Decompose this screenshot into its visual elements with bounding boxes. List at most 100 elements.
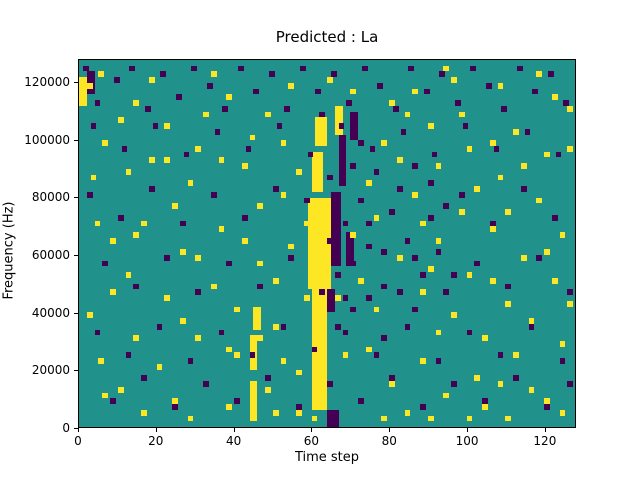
heatmap-cell	[133, 283, 140, 290]
heatmap-cell	[125, 272, 132, 278]
heatmap-cell	[365, 180, 372, 187]
heatmap-cell	[179, 318, 186, 324]
heatmap-cell	[172, 203, 178, 210]
heatmap-cell	[272, 409, 279, 416]
heatmap-cell	[435, 237, 442, 244]
heatmap-cell	[234, 306, 240, 313]
heatmap-cell	[133, 100, 140, 106]
heatmap-cell	[381, 283, 388, 290]
heatmap-cell	[365, 346, 372, 353]
heatmap-cell	[257, 283, 264, 290]
heatmap-cell	[435, 249, 442, 255]
heatmap-cell	[272, 186, 279, 192]
heatmap-cell	[423, 88, 430, 95]
heatmap-cell	[396, 289, 403, 296]
x-tick-mark	[467, 428, 469, 432]
heatmap-cell	[102, 140, 109, 147]
heatmap-cell	[187, 180, 194, 187]
y-tick-mark	[74, 428, 78, 429]
heatmap-cell	[265, 375, 271, 382]
heatmap-cell	[296, 404, 302, 410]
heatmap-cell	[195, 146, 202, 152]
heatmap-cell	[203, 111, 209, 118]
x-tick-mark	[233, 428, 235, 432]
heatmap-cell	[489, 220, 496, 227]
heatmap-cell	[466, 272, 473, 278]
heatmap-cell	[358, 398, 364, 405]
heatmap-cell	[420, 289, 426, 296]
x-tick-label: 40	[225, 434, 242, 448]
heatmap-cell	[327, 409, 339, 427]
heatmap-cell	[520, 254, 527, 261]
heatmap-cell	[210, 71, 217, 78]
heatmap-cell	[210, 191, 217, 198]
heatmap-cell	[164, 157, 171, 164]
heatmap-cell	[358, 197, 364, 204]
heatmap-cell	[334, 272, 341, 278]
heatmap-cell	[396, 186, 403, 192]
heatmap-cell	[327, 381, 333, 387]
heatmap-cell	[435, 358, 442, 364]
heatmap-cell	[451, 272, 457, 278]
heatmap-cell	[420, 272, 426, 278]
heatmap-cell	[299, 65, 306, 72]
heatmap-cell	[544, 151, 550, 158]
chart-title: Predicted : La	[275, 28, 379, 46]
heatmap-cell	[218, 226, 225, 233]
heatmap-cell	[412, 306, 419, 313]
heatmap-cell	[377, 82, 384, 89]
heatmap-cell	[365, 220, 372, 227]
heatmap-cell	[90, 123, 97, 129]
heatmap-cell	[86, 312, 93, 319]
heatmap-cell	[311, 415, 318, 422]
heatmap-cell	[327, 237, 333, 244]
heatmap-cell	[513, 352, 519, 359]
heatmap-cell	[141, 409, 147, 416]
heatmap-cell	[110, 398, 116, 405]
heatmap-cell	[536, 197, 543, 204]
heatmap-cell	[513, 128, 519, 135]
heatmap-cell	[497, 381, 504, 387]
heatmap-cell	[191, 65, 198, 72]
heatmap-cell	[102, 260, 109, 267]
heatmap-cell	[381, 415, 388, 422]
heatmap-cell	[381, 335, 388, 341]
heatmap-cell	[520, 186, 527, 192]
heatmap-cell	[443, 392, 450, 399]
heatmap-cell	[342, 352, 349, 359]
heatmap-cell	[567, 289, 574, 296]
heatmap-cell	[237, 65, 244, 72]
heatmap-cell	[551, 277, 558, 284]
heatmap-cell	[195, 289, 202, 296]
heatmap-cell	[156, 363, 163, 370]
heatmap-cell	[218, 329, 225, 336]
heatmap-cell	[342, 329, 349, 336]
heatmap-cell	[350, 306, 357, 313]
heatmap-cell	[319, 289, 326, 296]
heatmap-cell	[396, 254, 403, 261]
heatmap-cell	[175, 94, 182, 101]
x-tick-label: 0	[74, 434, 82, 448]
heatmap-cell	[82, 65, 89, 72]
heatmap-cell	[272, 323, 279, 330]
x-tick-mark	[155, 428, 157, 432]
heatmap-cell	[501, 105, 508, 112]
heatmap-cell	[466, 146, 473, 152]
x-tick-mark	[544, 428, 546, 432]
heatmap-cell	[389, 209, 395, 215]
heatmap-cell	[288, 254, 295, 261]
x-tick-mark	[389, 428, 391, 432]
heatmap-cell	[203, 381, 209, 387]
heatmap-cell	[544, 398, 550, 405]
heatmap-cell	[482, 404, 488, 410]
heatmap-cell	[454, 100, 461, 106]
heatmap-cell	[334, 105, 343, 135]
heatmap-cell	[373, 168, 380, 175]
heatmap-cell	[172, 404, 178, 410]
heatmap-cell	[551, 214, 558, 221]
heatmap-cell	[350, 163, 357, 169]
heatmap-cell	[327, 289, 335, 313]
heatmap-cell	[303, 220, 310, 227]
plot-area	[78, 59, 576, 428]
heatmap-cell	[195, 335, 202, 341]
